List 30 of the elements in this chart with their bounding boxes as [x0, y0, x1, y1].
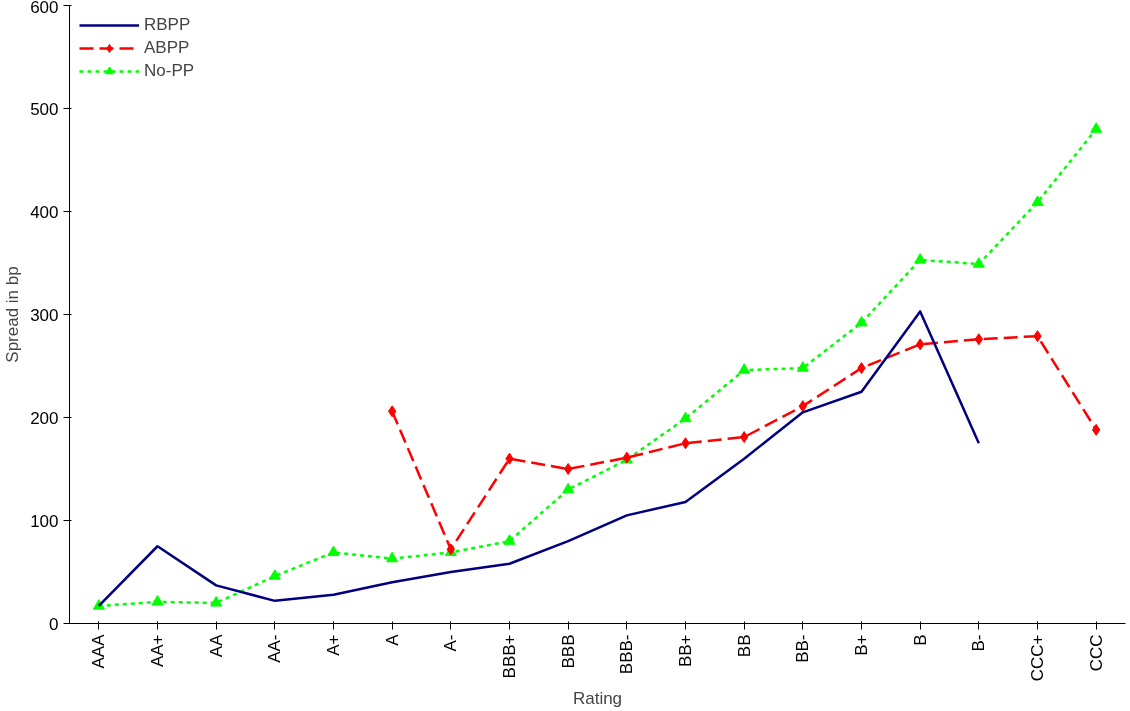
- x-tick-label: AA: [206, 633, 226, 658]
- y-tick-label: 300: [30, 305, 59, 325]
- x-tick-label: BB+: [676, 634, 695, 668]
- x-tick-label: AAA: [89, 633, 109, 669]
- x-tick-label: AA-: [265, 634, 285, 663]
- y-tick-label: 200: [30, 408, 59, 428]
- legend-label: RBPP: [144, 15, 191, 35]
- y-tick-label: 600: [30, 0, 59, 17]
- y-tick-label: 400: [30, 202, 59, 222]
- legend-label: No-PP: [144, 61, 195, 81]
- y-tick-label: 0: [49, 614, 59, 634]
- x-tick-label: A-: [441, 634, 461, 652]
- x-tick-label: BB-: [793, 634, 813, 663]
- x-tick-label: BBB-: [617, 634, 637, 675]
- x-tick-label: B: [910, 634, 930, 646]
- x-tick-label: CCC+: [1028, 634, 1047, 682]
- x-tick-label: A: [382, 633, 402, 646]
- legend-label: ABPP: [144, 38, 190, 58]
- y-axis-title: Spread in bp: [3, 266, 23, 363]
- x-tick-label: B+: [852, 634, 871, 656]
- x-tick-label: B-: [969, 634, 989, 652]
- y-tick-label: 100: [30, 511, 59, 531]
- x-tick-label: CCC: [1086, 634, 1106, 672]
- x-axis-title: Rating: [572, 689, 623, 709]
- x-tick-label: BB: [734, 634, 754, 658]
- y-tick-label: 500: [30, 99, 59, 119]
- x-tick-label: BBB: [558, 634, 578, 669]
- x-tick-label: A+: [324, 634, 343, 656]
- x-tick-label: BBB+: [500, 634, 519, 679]
- x-tick-label: AA+: [148, 634, 167, 668]
